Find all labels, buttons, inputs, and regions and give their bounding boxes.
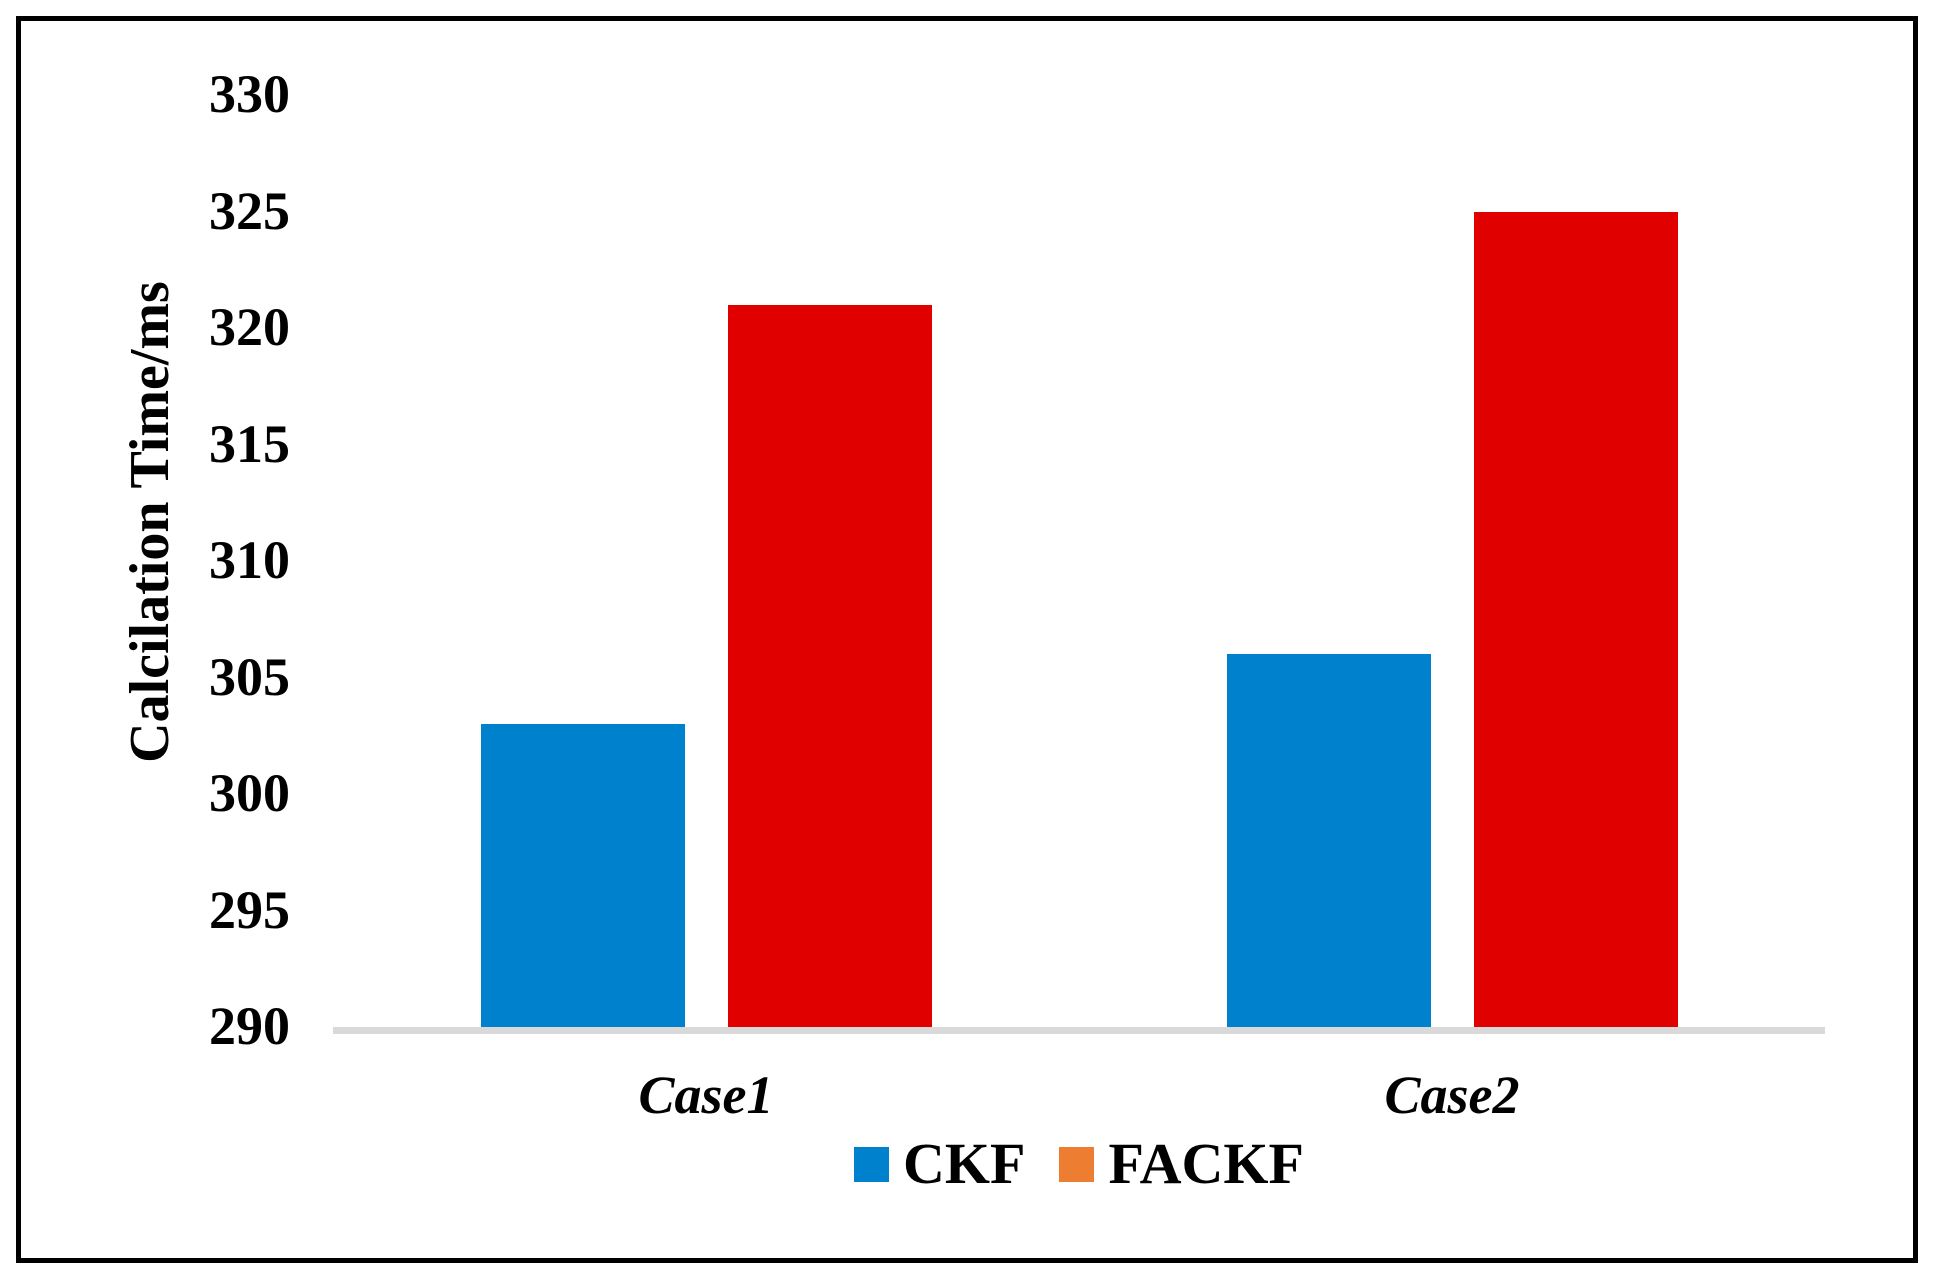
legend-label-fackf: FACKF <box>1108 1131 1304 1196</box>
legend-item-ckf: CKF <box>854 1135 1025 1193</box>
legend-swatch-ckf <box>854 1146 890 1182</box>
legend-swatch-fackf <box>1059 1146 1095 1182</box>
y-tick-label: 310 <box>209 529 290 590</box>
y-tick-label: 300 <box>209 762 290 823</box>
legend-item-fackf: FACKF <box>1059 1131 1304 1196</box>
legend-label-ckf: CKF <box>903 1131 1026 1196</box>
y-tick-label: 325 <box>209 180 290 241</box>
x-axis-line <box>333 1027 1825 1034</box>
bar-case1-ckf <box>480 724 685 1027</box>
x-category-label-case1: Case1 <box>638 1065 774 1125</box>
y-tick-label: 295 <box>209 879 290 940</box>
y-tick-label: 305 <box>209 646 290 707</box>
y-tick-label: 330 <box>209 63 290 124</box>
y-tick-label: 320 <box>209 296 290 357</box>
x-category-label-case2: Case2 <box>1384 1065 1520 1125</box>
bar-case2-fackf <box>1473 211 1678 1027</box>
bar-case2-ckf <box>1226 654 1431 1027</box>
legend: CKF FACKF <box>333 1128 1825 1200</box>
y-tick-label: 315 <box>209 413 290 474</box>
bar-case1-fackf <box>727 304 932 1027</box>
y-tick-label: 290 <box>209 995 290 1056</box>
